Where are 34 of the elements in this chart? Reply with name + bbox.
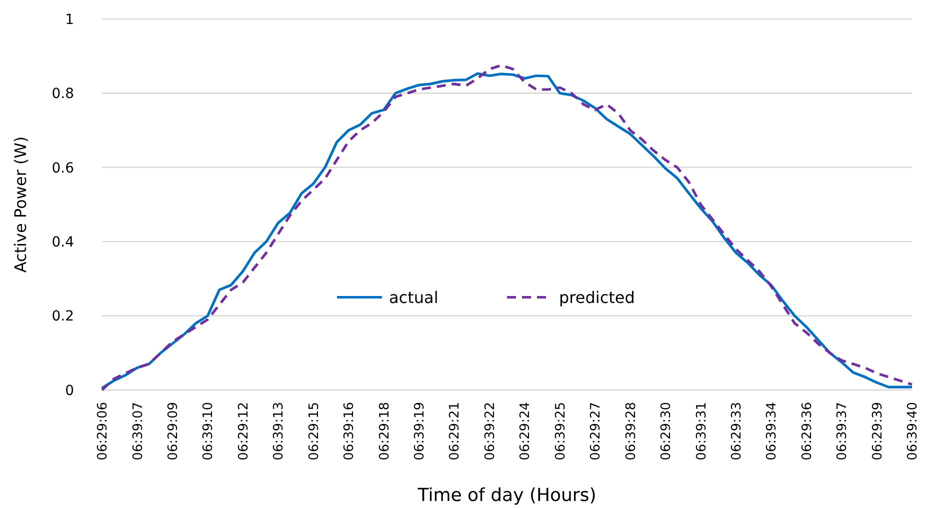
x-tick-label: 06:39:31: [694, 402, 710, 460]
y-tick-label: 0.8: [52, 86, 74, 102]
x-tick-label: 06:39:34: [764, 402, 780, 460]
y-tick-label: 0.6: [52, 160, 74, 176]
y-tick-label: 0: [65, 382, 74, 399]
y-tick-label: 0.2: [52, 308, 74, 325]
x-tick-label: 06:29:30: [659, 402, 674, 460]
x-tick-label: 06:39:19: [412, 402, 428, 460]
x-tick-label: 06:29:15: [306, 402, 322, 460]
y-tick-label: 0.4: [52, 234, 74, 250]
x-tick-label: 06:29:39: [870, 402, 886, 460]
y-axis-title: Active Power (W): [11, 136, 30, 273]
x-tick-label: 06:39:25: [553, 402, 568, 460]
x-tick-label: 06:39:22: [482, 402, 498, 460]
x-tick-label: 06:29:06: [96, 402, 111, 460]
x-tick-label: 06:29:12: [236, 402, 252, 460]
x-tick-label: 06:29:24: [518, 402, 534, 460]
x-tick-label: 06:29:21: [448, 402, 463, 460]
legend-label: actual: [389, 288, 438, 307]
x-tick-label: 06:39:16: [342, 402, 358, 460]
x-tick-label: 06:29:33: [729, 402, 744, 460]
x-tick-label: 06:29:36: [800, 402, 815, 460]
x-tick-label: 06:29:09: [166, 402, 181, 460]
x-tick-label: 06:39:40: [906, 402, 921, 460]
x-axis-title: Time of day (Hours): [416, 485, 596, 506]
x-tick-label: 06:39:07: [130, 402, 146, 460]
x-tick-label: 06:39:37: [835, 402, 850, 460]
legend-label: predicted: [559, 288, 635, 307]
x-tick-label: 06:39:28: [624, 402, 639, 460]
x-tick-label: 06:39:10: [201, 402, 216, 460]
x-tick-label: 06:39:13: [272, 402, 287, 460]
x-tick-label: 06:29:27: [588, 402, 604, 460]
x-tick-label: 06:29:18: [377, 402, 392, 460]
y-tick-label: 1: [65, 12, 74, 28]
